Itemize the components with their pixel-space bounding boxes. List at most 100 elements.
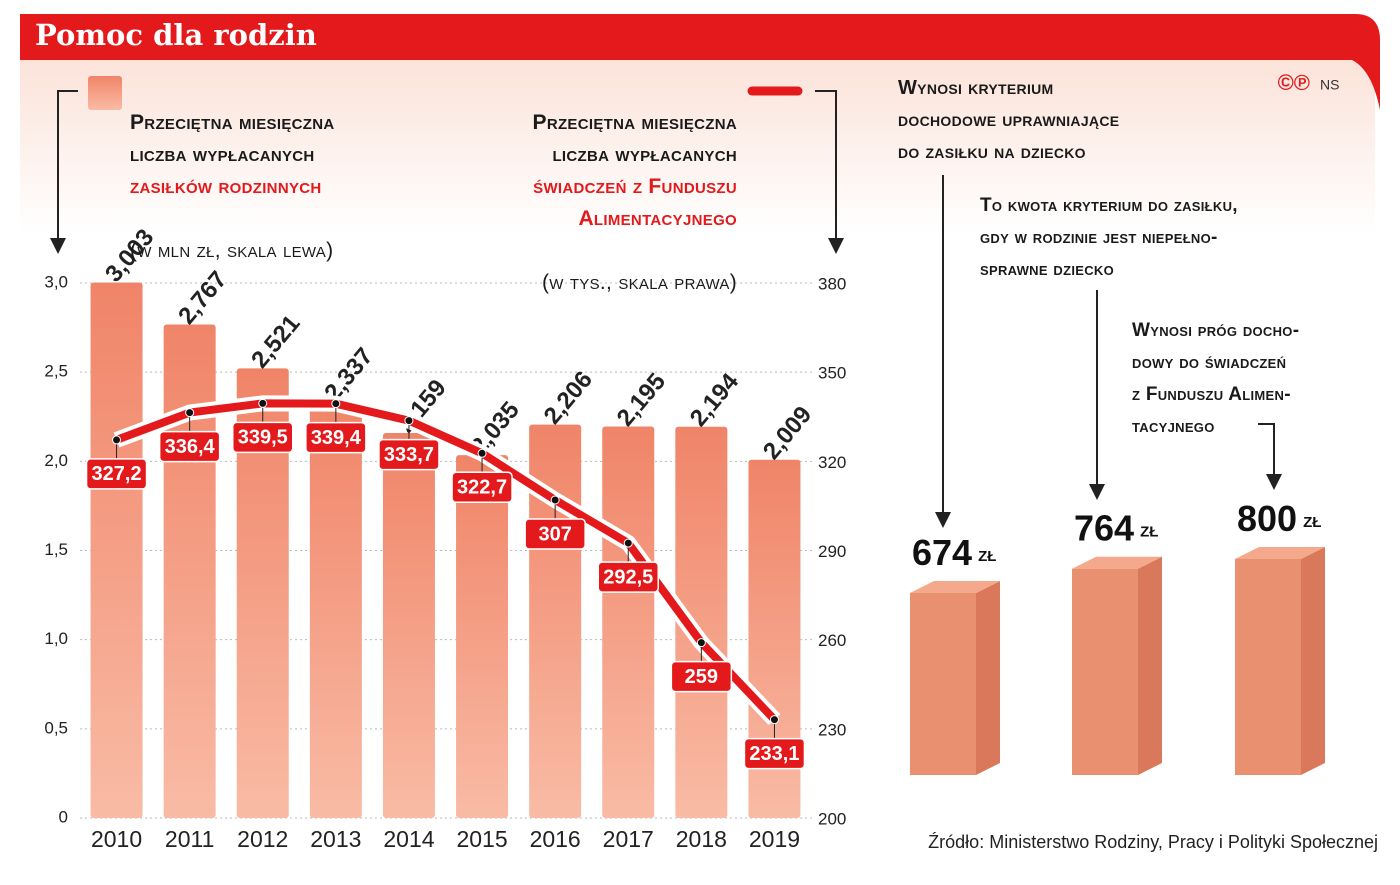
bar <box>1072 568 1138 775</box>
line-value-label: 292,5 <box>603 566 653 588</box>
unit: zł <box>978 541 996 566</box>
legend-line: Przeciętna miesięczna liczba wypłacanych… <box>430 75 737 331</box>
line-point <box>185 408 195 418</box>
line-label-box <box>378 438 440 471</box>
x-tick-label: 2015 <box>456 826 507 852</box>
bar-side <box>976 581 1000 775</box>
x-tick-label: 2018 <box>676 826 727 852</box>
bar <box>236 368 289 818</box>
y-tick-label: 2,0 <box>44 451 68 470</box>
legend-label-highlight: świadczeń z Funduszu Alimentacyjnego <box>533 175 737 230</box>
line-label-box <box>743 737 806 770</box>
bar <box>675 426 728 818</box>
value: 800 <box>1237 498 1297 539</box>
y2-tick-label: 260 <box>818 631 846 650</box>
bar-value-label: 2,521 <box>246 310 305 373</box>
x-tick-label: 2011 <box>165 826 214 852</box>
line-point <box>696 638 706 648</box>
bar-side <box>1301 547 1325 775</box>
line-value-label: 322,7 <box>457 477 507 499</box>
legend-swatch-bar <box>88 76 122 110</box>
y2-tick-label: 230 <box>818 720 846 739</box>
line-value-label: 339,5 <box>238 427 288 449</box>
x-tick-label: 2019 <box>749 826 800 852</box>
line-label-box <box>524 518 586 550</box>
legend-bar: Przeciętna miesięczna liczba wypłacanych… <box>130 75 430 299</box>
y2-tick-label: 380 <box>818 274 846 293</box>
copyright: ©℗ <box>1278 70 1310 95</box>
y2-tick-label: 290 <box>818 542 846 561</box>
annotation: Wynosi próg docho- dowy do świadczeń z F… <box>1132 320 1300 437</box>
y2-tick-label: 320 <box>818 453 846 472</box>
y-tick-label: 0,5 <box>44 718 68 737</box>
line-point <box>769 715 779 725</box>
bar-top <box>1235 547 1325 559</box>
y-tick-label: 1,0 <box>44 629 68 648</box>
value: 674 <box>912 532 972 573</box>
x-tick-label: 2016 <box>530 826 581 852</box>
y-tick-label: 1,5 <box>44 540 68 559</box>
line-label-box <box>232 421 294 454</box>
bar <box>163 324 216 818</box>
line-label-box <box>85 458 148 490</box>
bar <box>382 432 435 818</box>
line-point <box>258 398 268 408</box>
bar-top <box>910 581 1000 594</box>
legend-note: (w mln zł, skala lewa) <box>130 239 334 262</box>
bar-value-label: 2,194 <box>685 368 745 432</box>
y-tick-label: 2,5 <box>44 362 68 381</box>
line-label-box <box>670 660 733 693</box>
source: Źródło: Ministerstwo Rodziny, Pracy i Po… <box>928 832 1378 852</box>
header-shade <box>20 55 1375 235</box>
legend-note: (w tys., skala prawa) <box>541 271 737 294</box>
unit: zł <box>1303 507 1321 532</box>
line-value-label: 336,4 <box>165 436 216 458</box>
bar <box>90 282 143 819</box>
bar-value-label: 800 zł <box>1237 498 1321 539</box>
line-point <box>112 435 122 445</box>
bar-side <box>1138 556 1162 775</box>
title: Pomoc dla rodzin <box>35 18 317 52</box>
author: NS <box>1320 77 1339 93</box>
bar <box>1235 559 1301 775</box>
bar-value-label: 2,206 <box>539 366 598 429</box>
value: 764 <box>1074 507 1134 548</box>
line-value-label: 333,7 <box>384 444 434 466</box>
line-point <box>550 495 560 505</box>
bar <box>748 459 801 818</box>
line-label-box <box>451 471 513 504</box>
line-value-label: 233,1 <box>749 743 799 765</box>
line-label-box <box>305 421 367 454</box>
bar-value-label: 2,009 <box>758 401 817 464</box>
annotation: To kwota kryterium do zasiłku, gdy w rod… <box>980 195 1238 280</box>
line-value-label: 307 <box>538 523 571 545</box>
line-point <box>477 448 487 458</box>
y2-tick-label: 200 <box>818 809 846 828</box>
bar-value-label: 764 zł <box>1074 507 1158 548</box>
y2-tick-label: 350 <box>818 364 846 383</box>
bar-value-label: 2,195 <box>612 368 671 431</box>
line-point <box>331 399 341 409</box>
line-label-box <box>597 561 659 593</box>
y-tick-label: 0 <box>59 807 68 826</box>
line-label-box <box>158 430 221 463</box>
bar-value-label: 674 zł <box>912 532 996 573</box>
line-value-label: 339,4 <box>311 427 362 449</box>
line <box>112 399 779 724</box>
line-point <box>623 538 633 548</box>
y-tick-label: 3,0 <box>44 272 68 291</box>
bar <box>910 593 976 775</box>
header-bar <box>20 14 1380 110</box>
x-tick-label: 2012 <box>237 826 288 852</box>
legend-label: Przeciętna miesięczna liczba wypłacanych <box>532 111 737 166</box>
unit: zł <box>1140 517 1158 542</box>
brackets <box>57 90 1275 515</box>
arrowheads <box>50 238 1282 528</box>
x-tick-label: 2014 <box>383 826 434 852</box>
x-tick-label: 2010 <box>91 826 142 852</box>
line-value-label: 327,2 <box>92 463 142 485</box>
bar <box>456 455 509 818</box>
bar <box>602 426 655 818</box>
